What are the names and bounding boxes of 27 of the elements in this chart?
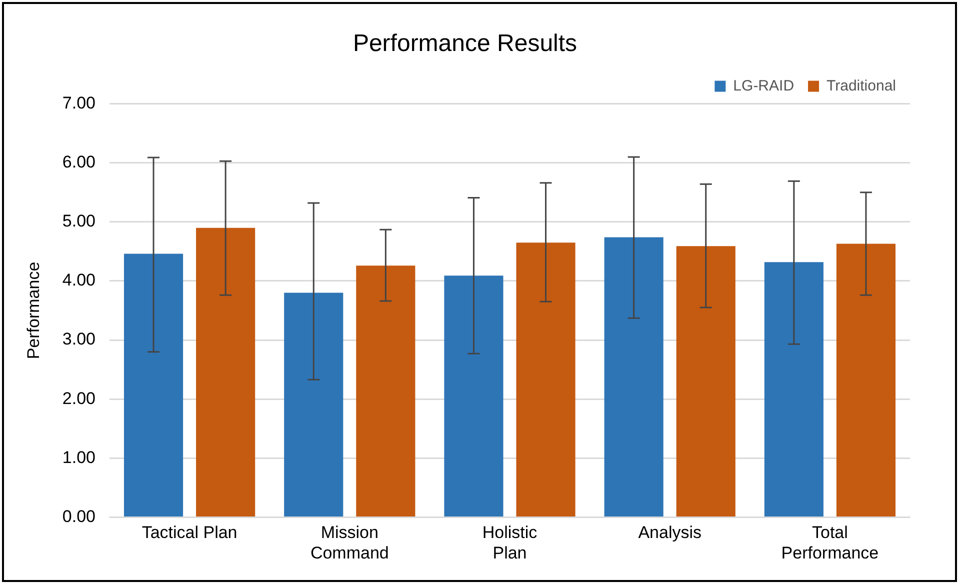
y-axis-title: Performance bbox=[24, 262, 43, 360]
x-tick-label: Holistic Plan bbox=[482, 523, 538, 562]
bar bbox=[676, 246, 736, 516]
y-tick-label: 5.00 bbox=[62, 212, 96, 231]
x-tick-label: Total Performance bbox=[781, 523, 879, 562]
legend-label: Traditional bbox=[826, 77, 896, 94]
bar bbox=[356, 266, 416, 516]
bar bbox=[284, 292, 344, 516]
y-tick-label: 1.00 bbox=[62, 448, 96, 467]
bar bbox=[604, 237, 664, 516]
y-tick-label: 6.00 bbox=[62, 152, 96, 172]
y-tick-label: 0.00 bbox=[62, 506, 96, 526]
chart-title: Performance Results bbox=[352, 30, 578, 58]
y-tick-label: 7.00 bbox=[62, 93, 96, 112]
legend-label: LG-RAID bbox=[733, 77, 794, 94]
y-tick-label: 2.00 bbox=[62, 388, 96, 408]
x-tick-label: Mission Command bbox=[310, 523, 389, 562]
bar bbox=[516, 242, 576, 516]
bar bbox=[764, 262, 824, 516]
x-tick-label: Analysis bbox=[638, 523, 702, 542]
bar bbox=[444, 276, 504, 516]
y-tick-label: 3.00 bbox=[62, 330, 96, 349]
bar bbox=[124, 254, 184, 516]
y-tick-label: 4.00 bbox=[62, 270, 96, 290]
bar bbox=[196, 228, 256, 516]
bar bbox=[836, 244, 896, 516]
x-tick-label: Tactical Plan bbox=[142, 523, 238, 542]
